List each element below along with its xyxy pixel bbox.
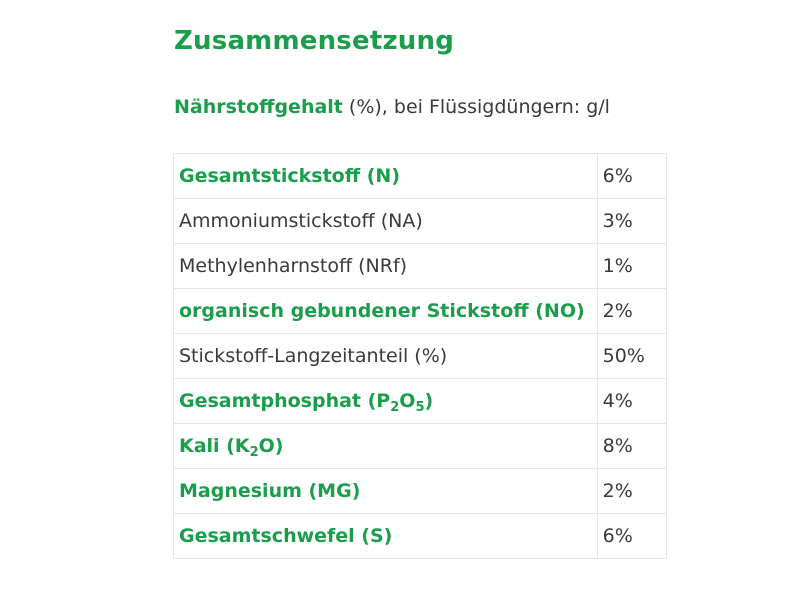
table-row: Gesamtschwefel (S) 6% xyxy=(173,513,668,559)
subtitle-strong: Nährstoffgehalt xyxy=(174,96,343,118)
label-part: Gesamtphosphat (P xyxy=(179,390,391,412)
subtitle-rest: (%), bei Flüssigdüngern: g/l xyxy=(342,96,610,118)
table-row: Kali (K2O) 8% xyxy=(173,423,668,469)
row-value: 2% xyxy=(596,288,668,334)
row-value: 3% xyxy=(596,198,668,244)
table-row: Gesamtstickstoff (N) 6% xyxy=(173,153,668,199)
row-value: 6% xyxy=(596,513,668,559)
label-subscript: 5 xyxy=(415,400,425,415)
row-label: Magnesium (MG) xyxy=(173,468,598,514)
label-subscript: 2 xyxy=(390,400,400,415)
nutrient-content-subtitle: Nährstoffgehalt (%), bei Flüssigdüngern:… xyxy=(174,96,610,118)
table-row: Magnesium (MG) 2% xyxy=(173,468,668,514)
table-row: Stickstoff-Langzeitanteil (%) 50% xyxy=(173,333,668,379)
row-label: Ammoniumstickstoff (NA) xyxy=(173,198,598,244)
row-label: Gesamtphosphat (P2O5) xyxy=(173,378,598,424)
label-part: O xyxy=(399,390,416,412)
row-label: Gesamtschwefel (S) xyxy=(173,513,598,559)
row-value: 8% xyxy=(596,423,668,469)
label-subscript: 2 xyxy=(249,445,259,460)
row-value: 6% xyxy=(596,153,668,199)
row-label: Stickstoff-Langzeitanteil (%) xyxy=(173,333,598,379)
label-part: Kali (K xyxy=(179,435,250,457)
nutrient-table: Gesamtstickstoff (N) 6% Ammoniumsticksto… xyxy=(173,153,668,559)
row-value: 2% xyxy=(596,468,668,514)
table-row: Methylenharnstoff (NRf) 1% xyxy=(173,243,668,289)
table-row: Gesamtphosphat (P2O5) 4% xyxy=(173,378,668,424)
row-value: 4% xyxy=(596,378,668,424)
table-row: Ammoniumstickstoff (NA) 3% xyxy=(173,198,668,244)
label-part: ) xyxy=(424,390,434,412)
row-label: Kali (K2O) xyxy=(173,423,598,469)
table-row: organisch gebundener Stickstoff (NO) 2% xyxy=(173,288,668,334)
label-part: O) xyxy=(258,435,284,457)
row-label: organisch gebundener Stickstoff (NO) xyxy=(173,288,598,334)
row-label: Methylenharnstoff (NRf) xyxy=(173,243,598,289)
row-value: 1% xyxy=(596,243,668,289)
row-value: 50% xyxy=(596,333,668,379)
row-label: Gesamtstickstoff (N) xyxy=(173,153,598,199)
section-title: Zusammensetzung xyxy=(174,26,455,56)
